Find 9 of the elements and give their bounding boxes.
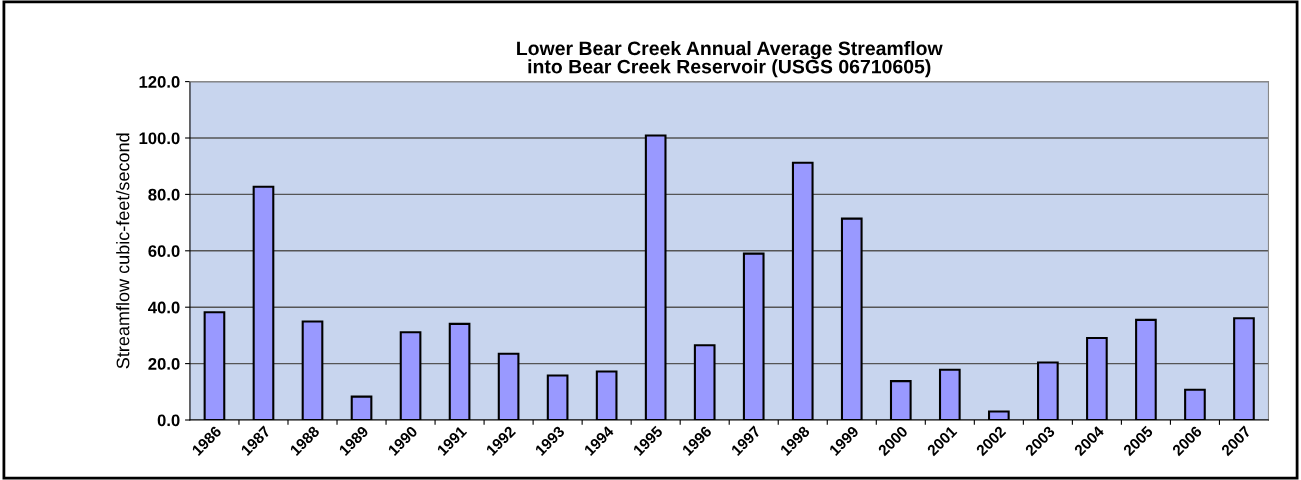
y-tick-label: 60.0 [148, 245, 180, 257]
y-tick-label: 100.0 [139, 132, 180, 145]
y-tick-label: 40.0 [148, 301, 180, 314]
y-tick-label: 0.0 [157, 414, 180, 427]
y-axis-title: Streamflow cubic-feet/second [116, 133, 130, 369]
y-tick-label: 120.0 [139, 76, 180, 88]
y-tick-label: 20.0 [148, 358, 180, 370]
chart-title: Lower Bear Creek Annual Average Streamflow into Bear Creek Reservoir (USGS 06710605) [517, 40, 943, 78]
y-tick-label: 80.0 [148, 188, 180, 201]
